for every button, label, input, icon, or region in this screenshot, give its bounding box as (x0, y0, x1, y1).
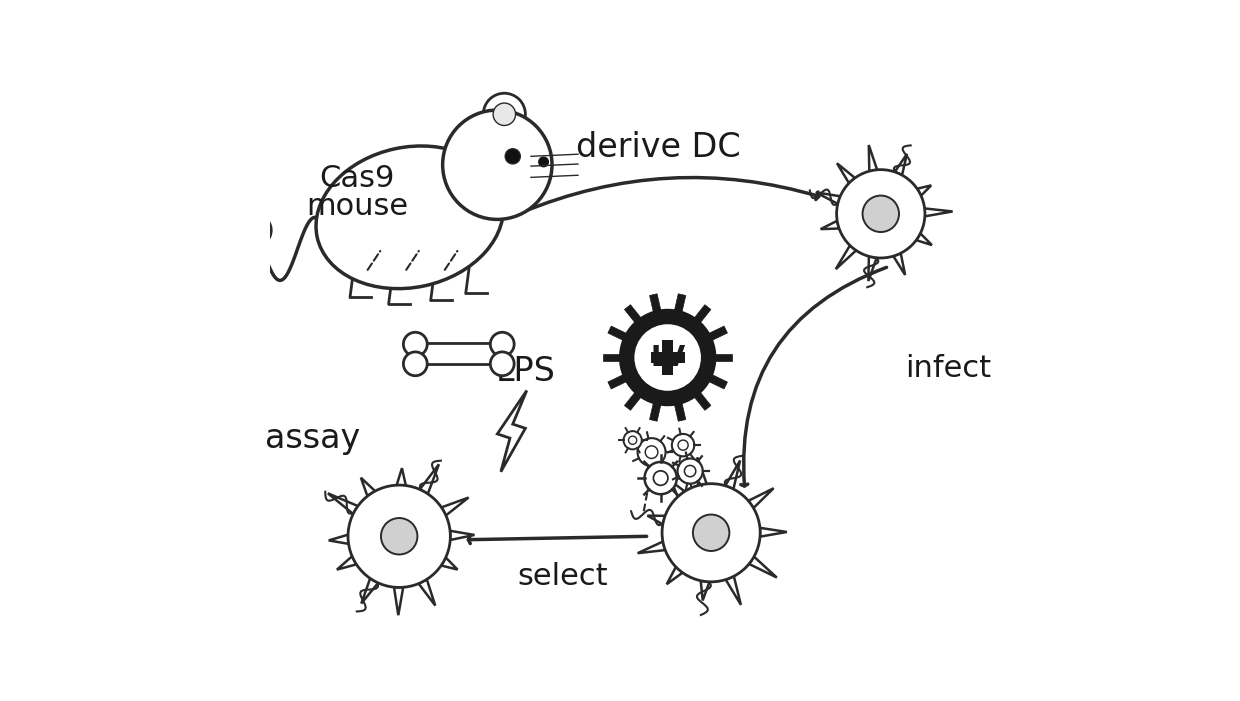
Circle shape (684, 465, 696, 477)
Polygon shape (650, 403, 661, 421)
Circle shape (678, 440, 688, 450)
Circle shape (645, 462, 677, 494)
Polygon shape (836, 245, 856, 269)
Polygon shape (625, 305, 641, 322)
Polygon shape (361, 578, 378, 604)
Circle shape (494, 103, 516, 125)
Circle shape (620, 310, 715, 405)
Polygon shape (675, 294, 686, 312)
Text: Cas9: Cas9 (320, 164, 394, 193)
Polygon shape (715, 353, 732, 362)
Polygon shape (450, 531, 475, 540)
Polygon shape (651, 353, 684, 362)
Polygon shape (603, 353, 620, 362)
Polygon shape (701, 580, 709, 601)
Circle shape (538, 157, 548, 167)
Circle shape (645, 446, 658, 458)
Polygon shape (816, 192, 841, 204)
Text: LPS: LPS (496, 355, 556, 388)
Circle shape (490, 352, 515, 376)
Polygon shape (709, 326, 728, 340)
Polygon shape (725, 576, 742, 605)
Polygon shape (868, 257, 877, 281)
Circle shape (637, 438, 666, 466)
Polygon shape (697, 457, 707, 486)
Circle shape (505, 149, 521, 164)
Circle shape (403, 352, 428, 376)
Circle shape (624, 431, 642, 449)
Polygon shape (725, 461, 740, 489)
Polygon shape (327, 494, 358, 514)
Polygon shape (625, 393, 641, 410)
Polygon shape (916, 233, 932, 245)
Polygon shape (837, 163, 854, 183)
Polygon shape (361, 478, 376, 496)
Circle shape (348, 485, 450, 587)
Polygon shape (329, 535, 348, 544)
Polygon shape (441, 498, 469, 515)
Text: LV: LV (650, 343, 686, 372)
Polygon shape (647, 516, 665, 524)
Polygon shape (497, 390, 527, 472)
Text: mouse: mouse (306, 192, 408, 222)
Circle shape (629, 436, 636, 444)
Circle shape (863, 196, 899, 232)
Polygon shape (662, 341, 673, 374)
Polygon shape (420, 464, 439, 494)
Circle shape (484, 93, 526, 135)
Polygon shape (337, 557, 356, 570)
Polygon shape (441, 557, 458, 569)
Polygon shape (637, 542, 665, 553)
Polygon shape (749, 557, 776, 578)
Polygon shape (394, 587, 403, 615)
Text: infect: infect (905, 353, 991, 383)
Polygon shape (760, 528, 787, 537)
Polygon shape (675, 403, 686, 421)
Circle shape (662, 484, 760, 582)
Polygon shape (672, 482, 684, 497)
Circle shape (653, 471, 668, 485)
Polygon shape (895, 154, 906, 175)
Circle shape (634, 323, 702, 392)
Circle shape (381, 518, 418, 554)
Polygon shape (869, 145, 877, 171)
Polygon shape (821, 221, 839, 229)
Circle shape (490, 332, 515, 356)
Circle shape (693, 515, 729, 551)
Circle shape (443, 110, 552, 219)
Text: select: select (517, 562, 608, 591)
Polygon shape (749, 488, 774, 508)
Polygon shape (667, 567, 682, 584)
Polygon shape (925, 208, 952, 217)
Polygon shape (918, 185, 931, 196)
Circle shape (672, 434, 694, 456)
Polygon shape (694, 305, 711, 322)
Text: derive DC: derive DC (577, 130, 740, 164)
Polygon shape (694, 393, 711, 410)
Polygon shape (397, 468, 405, 486)
Polygon shape (650, 294, 661, 312)
Polygon shape (709, 375, 728, 389)
Polygon shape (419, 579, 435, 606)
Circle shape (677, 458, 703, 484)
Polygon shape (608, 375, 626, 389)
Circle shape (837, 170, 925, 258)
Polygon shape (893, 253, 905, 275)
FancyBboxPatch shape (413, 343, 505, 365)
Text: assay: assay (265, 421, 361, 455)
Ellipse shape (316, 146, 503, 289)
Polygon shape (608, 326, 626, 340)
Circle shape (403, 332, 428, 356)
